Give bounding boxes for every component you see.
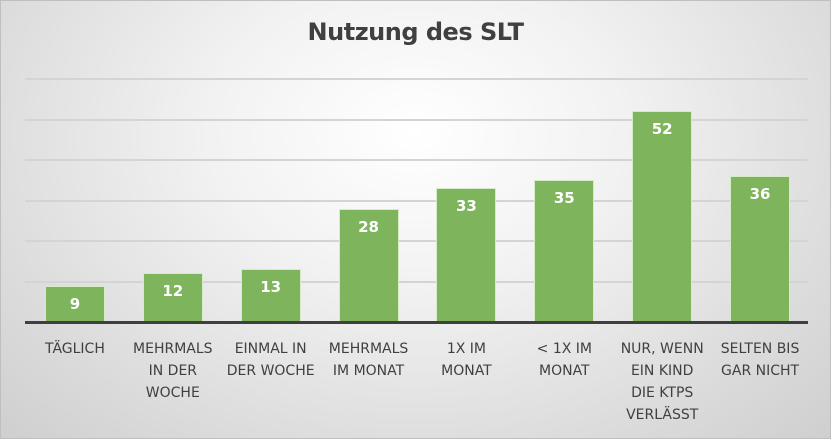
bar: 12 bbox=[142, 273, 203, 322]
data-label: 36 bbox=[749, 185, 771, 204]
bar: 28 bbox=[338, 208, 399, 322]
bar: 35 bbox=[534, 180, 595, 322]
data-label: 35 bbox=[553, 189, 575, 208]
bar: 52 bbox=[632, 111, 693, 322]
gridline bbox=[25, 118, 808, 121]
data-label: 33 bbox=[456, 197, 477, 216]
category-label: NUR, WENN EIN KIND DIE KTPS VERLÄSST bbox=[620, 341, 704, 423]
data-label: 12 bbox=[162, 282, 184, 301]
gridline bbox=[25, 280, 808, 283]
chart-title: Nutzung des SLT bbox=[307, 18, 524, 46]
category-label: 1X IM MONAT bbox=[441, 341, 492, 379]
bar: 9 bbox=[44, 285, 105, 322]
gridline bbox=[25, 159, 808, 161]
gridline bbox=[25, 240, 808, 242]
gridline bbox=[25, 199, 808, 202]
category-label: MEHRMALS IM MONAT bbox=[328, 341, 409, 379]
bar: 33 bbox=[436, 188, 497, 322]
plot-area: 9 12 13 28 33 35 52 36 bbox=[25, 78, 808, 324]
bar: 36 bbox=[730, 176, 791, 322]
category-label: EINMAL IN DER WOCHE bbox=[226, 341, 315, 379]
data-label: 28 bbox=[358, 217, 379, 236]
data-label: 13 bbox=[260, 278, 282, 297]
category-label: SELTEN BIS GAR NICHT bbox=[720, 341, 800, 379]
bar: 13 bbox=[240, 269, 301, 322]
data-label: 9 bbox=[69, 294, 81, 313]
category-label: < 1X IM MONAT bbox=[536, 341, 592, 379]
gridline bbox=[25, 78, 808, 80]
data-label: 52 bbox=[651, 120, 673, 139]
x-axis-line bbox=[25, 321, 808, 324]
category-label: MEHRMALS IN DER WOCHE bbox=[133, 341, 213, 401]
category-label: TÄGLICH bbox=[44, 341, 105, 357]
